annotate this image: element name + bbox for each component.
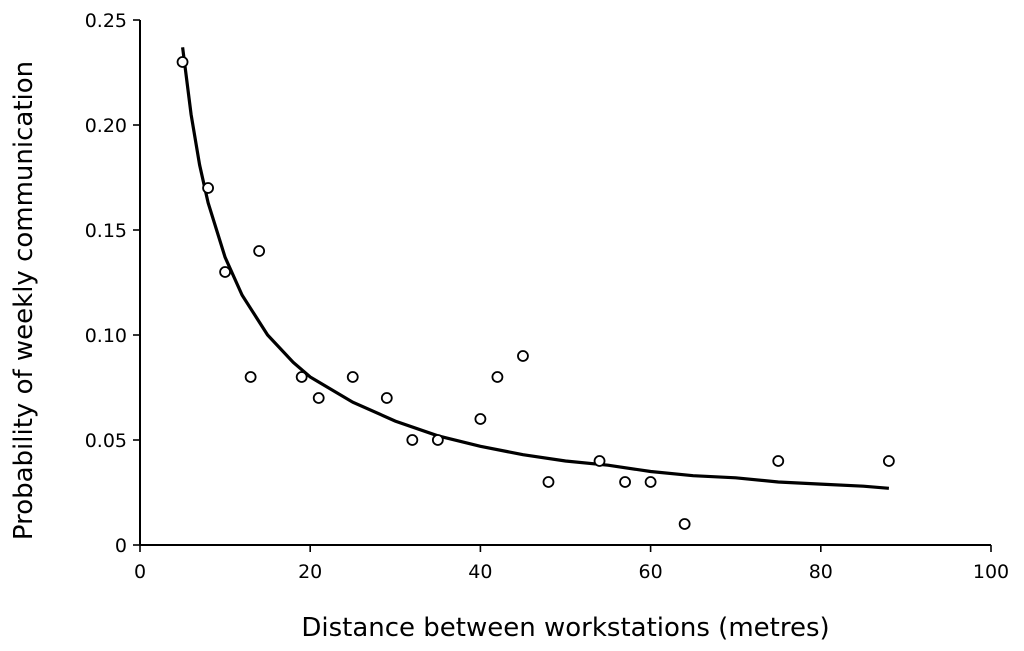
axes xyxy=(139,20,991,546)
x-axis-title: Distance between workstations (metres) xyxy=(301,613,829,643)
fit-curve xyxy=(181,47,890,490)
fit-curve-layer xyxy=(181,47,890,490)
data-point xyxy=(474,413,487,425)
y-tick-label: 0.05 xyxy=(85,430,127,452)
data-point xyxy=(380,392,393,404)
data-point xyxy=(295,371,308,383)
data-point xyxy=(219,266,232,278)
y-tick-label: 0.15 xyxy=(85,220,127,242)
data-point xyxy=(244,371,257,383)
data-point xyxy=(772,455,785,467)
x-tick-label: 100 xyxy=(973,561,1009,583)
y-tick-label: 0.20 xyxy=(85,115,127,137)
x-tick-label: 20 xyxy=(298,561,322,583)
data-point xyxy=(406,434,419,446)
data-point xyxy=(176,56,189,68)
data-point xyxy=(678,518,691,530)
data-point xyxy=(491,371,504,383)
x-tick-label: 60 xyxy=(639,561,663,583)
y-tick-label: 0.10 xyxy=(85,325,127,347)
data-points-layer xyxy=(176,56,895,530)
x-ticks: 0 20 40 60 80 100 xyxy=(134,545,1009,583)
data-point xyxy=(202,182,214,194)
data-point xyxy=(619,476,631,488)
data-point xyxy=(312,392,325,404)
data-point xyxy=(517,350,529,362)
x-tick-label: 40 xyxy=(468,561,492,583)
data-point xyxy=(542,476,555,488)
data-point xyxy=(882,455,895,467)
y-ticks: 0 0.05 0.10 0.15 0.20 0.25 xyxy=(85,10,140,557)
x-tick-label: 80 xyxy=(809,561,833,583)
data-point xyxy=(346,371,359,383)
y-tick-label: 0 xyxy=(115,535,127,557)
data-point xyxy=(253,245,266,257)
y-tick-label: 0.25 xyxy=(85,10,127,32)
data-point xyxy=(644,476,657,488)
data-point xyxy=(431,434,444,446)
y-axis-title: Probability of weekly communication xyxy=(9,61,39,540)
data-point xyxy=(593,455,606,467)
x-tick-label: 0 xyxy=(134,561,146,583)
